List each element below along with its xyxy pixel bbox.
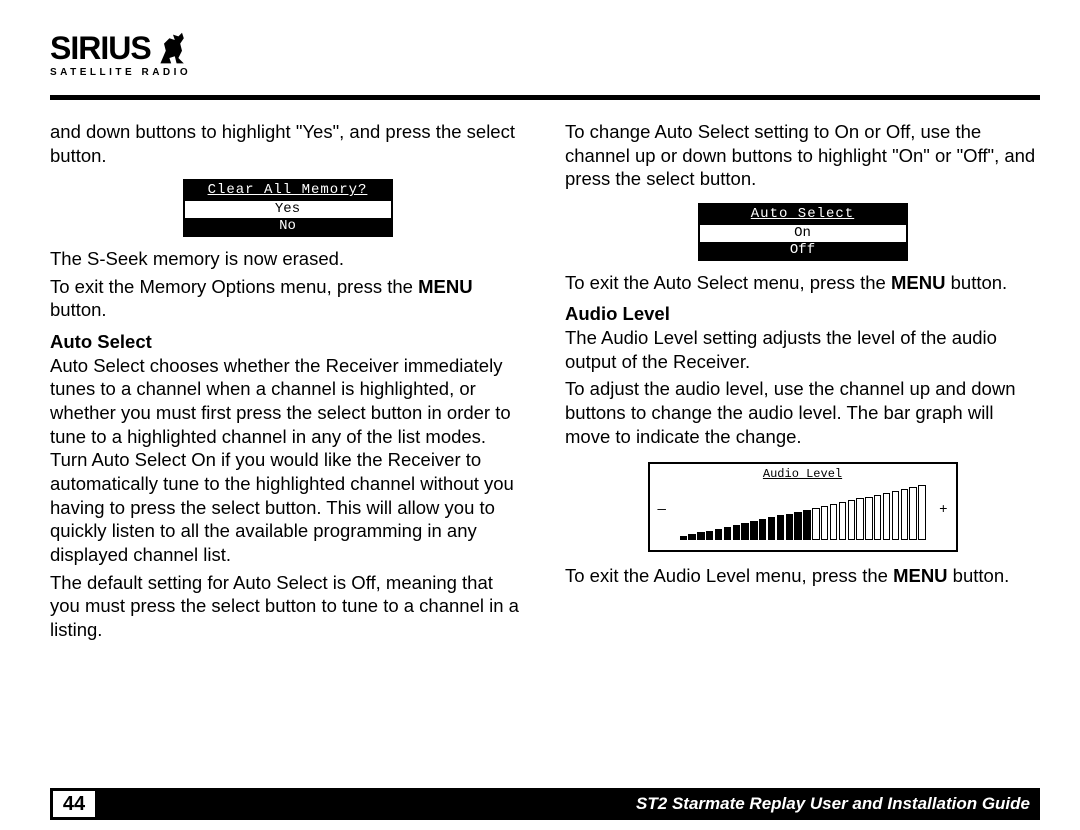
audio-bar xyxy=(733,525,740,540)
audio-bar xyxy=(874,495,881,541)
audio-bar xyxy=(865,497,872,541)
audio-bar xyxy=(697,532,704,540)
audio-bar xyxy=(821,506,828,540)
lcd-audio-level: Audio Level — + xyxy=(648,462,958,552)
paragraph: Auto Select chooses whether the Receiver… xyxy=(50,354,525,567)
audio-bar xyxy=(777,515,784,540)
audio-bar xyxy=(803,510,810,540)
paragraph: To exit the Audio Level menu, press the … xyxy=(565,564,1040,588)
audio-bar xyxy=(724,527,731,540)
audio-bar xyxy=(750,521,757,540)
audio-bar xyxy=(680,536,687,540)
audio-bar xyxy=(856,498,863,540)
minus-icon: — xyxy=(658,502,666,520)
audio-bar xyxy=(688,534,695,540)
text: button. xyxy=(948,565,1010,586)
paragraph: The Audio Level setting adjusts the leve… xyxy=(565,326,1040,373)
menu-button-ref: MENU xyxy=(893,565,947,586)
lcd-title: Clear All Memory? xyxy=(185,181,391,201)
lcd-option-yes: Yes xyxy=(185,201,391,218)
paragraph: To exit the Memory Options menu, press t… xyxy=(50,275,525,322)
text: button. xyxy=(50,299,107,320)
paragraph: To exit the Auto Select menu, press the … xyxy=(565,271,1040,295)
audio-bar xyxy=(909,487,916,540)
footer-title: ST2 Starmate Replay User and Installatio… xyxy=(98,788,1040,820)
paragraph: The S-Seek memory is now erased. xyxy=(50,247,525,271)
audio-bar xyxy=(901,489,908,540)
plus-icon: + xyxy=(939,502,947,520)
text: To exit the Auto Select menu, press the xyxy=(565,272,891,293)
lcd-clear-memory: Clear All Memory? Yes No xyxy=(183,179,393,237)
audio-bar xyxy=(839,502,846,540)
audio-bar xyxy=(794,512,801,541)
audio-bar xyxy=(892,491,899,540)
audio-bar xyxy=(830,504,837,540)
dog-icon xyxy=(155,31,191,67)
heading-audio-level: Audio Level xyxy=(565,302,1040,326)
audio-bar xyxy=(786,514,793,541)
audio-bar xyxy=(883,493,890,540)
menu-button-ref: MENU xyxy=(418,276,472,297)
lcd-option-off: Off xyxy=(700,242,906,259)
audio-level-bars xyxy=(680,480,926,540)
paragraph: To change Auto Select setting to On or O… xyxy=(565,120,1040,191)
heading-auto-select: Auto Select xyxy=(50,330,525,354)
lcd-option-no: No xyxy=(185,218,391,235)
paragraph: The default setting for Auto Select is O… xyxy=(50,571,525,642)
audio-bar xyxy=(759,519,766,540)
header: SIRIUS SATELLITE RADIO xyxy=(50,30,1040,100)
content: and down buttons to highlight "Yes", and… xyxy=(50,120,1040,778)
text: To exit the Memory Options menu, press t… xyxy=(50,276,418,297)
lcd-title: Auto Select xyxy=(700,205,906,225)
audio-bar xyxy=(706,531,713,541)
audio-bar xyxy=(812,508,819,540)
audio-bar xyxy=(741,523,748,540)
left-column: and down buttons to highlight "Yes", and… xyxy=(50,120,525,778)
audio-bar xyxy=(715,529,722,541)
page: SIRIUS SATELLITE RADIO and down buttons … xyxy=(0,0,1080,830)
page-number: 44 xyxy=(50,788,98,820)
audio-bar xyxy=(768,517,775,540)
paragraph: To adjust the audio level, use the chann… xyxy=(565,377,1040,448)
audio-bar xyxy=(918,485,925,540)
audio-bar xyxy=(848,500,855,540)
brand-tagline: SATELLITE RADIO xyxy=(50,67,191,78)
footer: 44 ST2 Starmate Replay User and Installa… xyxy=(50,788,1040,820)
logo: SIRIUS SATELLITE RADIO xyxy=(50,30,1040,78)
paragraph: and down buttons to highlight "Yes", and… xyxy=(50,120,525,167)
right-column: To change Auto Select setting to On or O… xyxy=(565,120,1040,778)
menu-button-ref: MENU xyxy=(891,272,945,293)
lcd-auto-select: Auto Select On Off xyxy=(698,203,908,261)
brand-name: SIRIUS xyxy=(50,30,151,67)
lcd-option-on: On xyxy=(700,225,906,242)
text: To exit the Audio Level menu, press the xyxy=(565,565,893,586)
text: button. xyxy=(945,272,1007,293)
